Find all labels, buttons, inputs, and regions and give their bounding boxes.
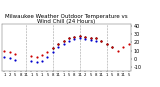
Point <box>14 59 16 60</box>
Point <box>73 36 76 37</box>
Point <box>62 40 65 41</box>
Point <box>122 47 124 48</box>
Point <box>68 38 70 39</box>
Point <box>41 54 43 56</box>
Point <box>35 62 38 63</box>
Point <box>35 56 38 57</box>
Point <box>62 40 65 41</box>
Point <box>100 40 103 41</box>
Point <box>84 36 87 37</box>
Point <box>57 43 60 45</box>
Point <box>111 47 114 48</box>
Point <box>95 38 97 39</box>
Point <box>106 43 108 45</box>
Point <box>52 52 54 53</box>
Point <box>73 36 76 37</box>
Point <box>111 47 114 48</box>
Point <box>57 43 60 45</box>
Point <box>46 52 49 53</box>
Point <box>95 38 97 39</box>
Point <box>8 57 11 59</box>
Point <box>46 57 49 58</box>
Title: Milwaukee Weather Outdoor Temperature vs Wind Chill (24 Hours): Milwaukee Weather Outdoor Temperature vs… <box>5 14 128 24</box>
Point <box>73 39 76 40</box>
Point <box>3 50 6 51</box>
Point <box>106 43 108 45</box>
Point <box>68 38 70 39</box>
Point <box>79 38 81 39</box>
Point <box>79 35 81 37</box>
Point <box>41 60 43 61</box>
Point <box>52 48 54 49</box>
Point <box>84 36 87 37</box>
Point <box>30 61 33 62</box>
Point <box>8 52 11 53</box>
Point <box>127 43 130 45</box>
Point <box>89 39 92 41</box>
Point <box>62 43 65 45</box>
Point <box>68 40 70 41</box>
Point <box>84 39 87 40</box>
Point <box>52 48 54 49</box>
Point <box>100 40 103 41</box>
Point <box>95 40 97 41</box>
Point <box>89 37 92 38</box>
Point <box>57 47 60 48</box>
Point <box>14 53 16 55</box>
Point <box>116 50 119 51</box>
Point <box>79 35 81 37</box>
Point <box>30 55 33 56</box>
Point <box>89 37 92 38</box>
Point <box>3 56 6 57</box>
